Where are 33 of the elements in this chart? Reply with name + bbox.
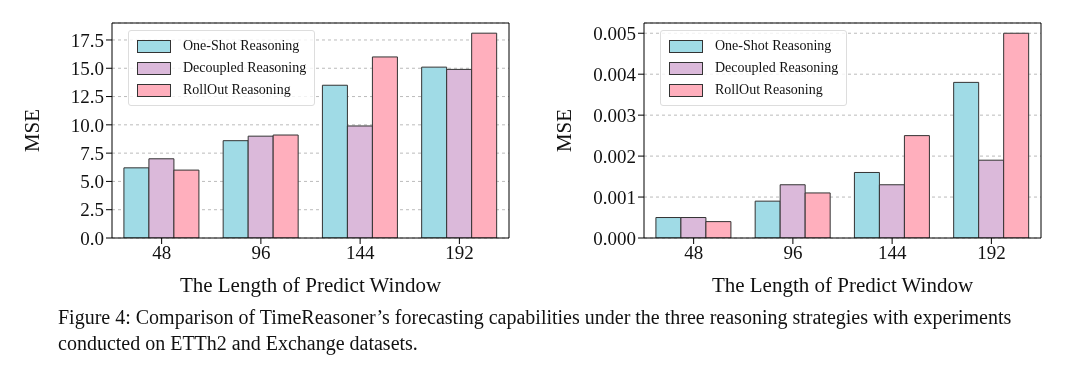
legend-label: Decoupled Reasoning <box>715 60 839 76</box>
legend-label: RollOut Reasoning <box>183 82 291 98</box>
x-axis-title: The Length of Predict Window <box>711 273 974 297</box>
x-tick-label: 192 <box>977 242 1006 264</box>
x-tick-label: 144 <box>345 242 375 264</box>
y-tick-label: 0.001 <box>593 186 636 208</box>
x-tick-label: 144 <box>877 242 907 264</box>
x-tick-label: 96 <box>783 242 803 264</box>
y-tick-label: 5.0 <box>80 171 104 193</box>
y-tick-label: 12.5 <box>70 86 104 108</box>
y-tick-label: 7.5 <box>80 142 104 164</box>
legend-label: Decoupled Reasoning <box>183 60 307 76</box>
y-axis-title: MSE <box>552 108 577 153</box>
y-tick-label: 15.0 <box>70 58 104 80</box>
x-tick-label: 96 <box>251 242 271 264</box>
x-tick-label: 48 <box>684 242 704 264</box>
legend-label: RollOut Reasoning <box>715 82 823 98</box>
y-tick-label: 17.5 <box>70 29 104 51</box>
y-tick-label: 0.0 <box>80 227 104 249</box>
legend-label: One-Shot Reasoning <box>715 38 832 54</box>
y-tick-label: 0.002 <box>593 145 636 167</box>
y-tick-label: 0.000 <box>593 227 636 249</box>
y-tick-label: 0.003 <box>593 104 636 126</box>
y-tick-label: 0.004 <box>593 63 637 85</box>
x-tick-label: 192 <box>445 242 474 264</box>
legend-label: One-Shot Reasoning <box>183 38 300 54</box>
x-tick-label: 48 <box>152 242 172 264</box>
y-axis-title: MSE <box>20 108 45 153</box>
caption: Figure 4: Comparison of TimeReasoner’s forecasting capabilities under the three reasoning strategies with experiments conducted on ETTh2 and Exchange datasets. <box>57 305 1013 356</box>
x-axis-title: The Length of Predict Window <box>179 273 442 297</box>
y-tick-label: 2.5 <box>80 199 104 221</box>
y-tick-label: 10.0 <box>70 114 104 136</box>
y-tick-label: 0.005 <box>593 22 636 44</box>
